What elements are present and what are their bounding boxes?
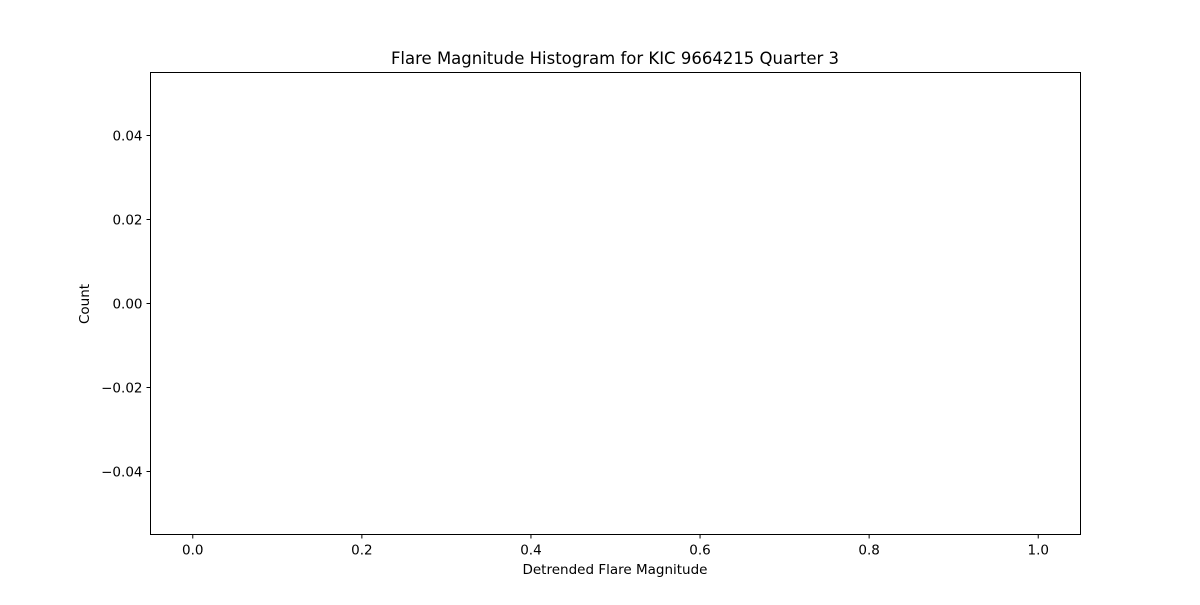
y-tick-label: −0.02 xyxy=(101,381,142,397)
y-tick-label: 0.00 xyxy=(112,297,142,313)
x-tick-label: 0.6 xyxy=(689,543,710,559)
y-tick-label: 0.04 xyxy=(112,129,142,145)
x-tick-label: 0.2 xyxy=(351,543,372,559)
plot-area-frame xyxy=(150,72,1081,535)
y-tick-label: 0.02 xyxy=(112,213,142,229)
x-tick-label: 0.8 xyxy=(858,543,879,559)
x-tick-label: 0.0 xyxy=(182,543,203,559)
y-axis-label: Count xyxy=(77,284,93,324)
chart-title: Flare Magnitude Histogram for KIC 966421… xyxy=(391,49,839,68)
y-tick-label: −0.04 xyxy=(101,465,142,481)
x-tick-label: 0.4 xyxy=(520,543,541,559)
x-axis-ticks: 0.0 0.2 0.4 0.6 0.8 1.0 xyxy=(182,534,1049,559)
x-tick-label: 1.0 xyxy=(1027,543,1048,559)
x-axis-label: Detrended Flare Magnitude xyxy=(522,562,707,578)
y-axis-ticks: 0.04 0.02 0.00 −0.02 −0.04 xyxy=(101,129,151,481)
